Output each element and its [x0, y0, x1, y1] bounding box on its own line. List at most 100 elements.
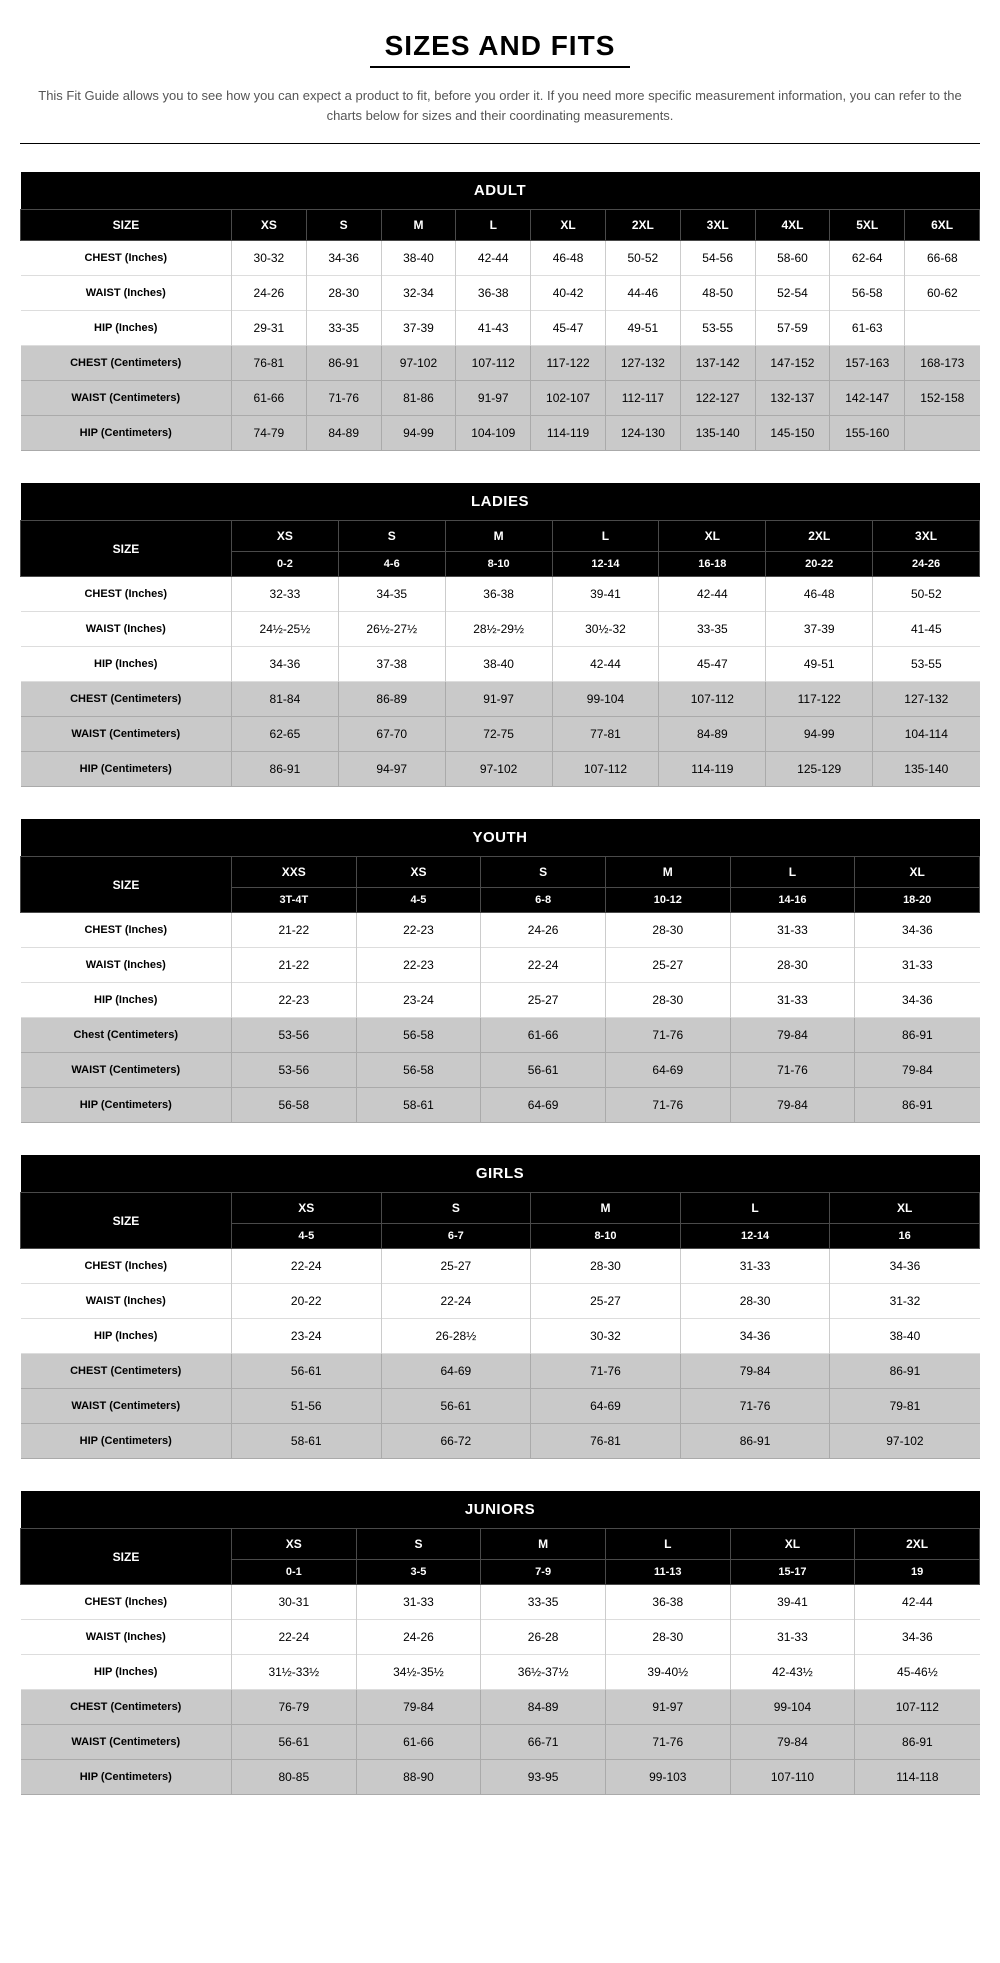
table-row: HIP (Inches)34-3637-3838-4042-4445-4749-…	[21, 647, 980, 682]
data-cell: 26-28½	[381, 1319, 531, 1354]
data-cell: 72-75	[445, 717, 552, 752]
data-cell: 34½-35½	[356, 1655, 481, 1690]
chart-title: JUNIORS	[21, 1491, 980, 1529]
data-cell: 41-43	[456, 311, 531, 346]
size-chart: LADIESSIZEXSSMLXL2XL3XL0-24-68-1012-1416…	[20, 483, 980, 787]
data-cell: 142-147	[830, 381, 905, 416]
data-cell: 20-22	[231, 1284, 381, 1319]
data-cell: 61-66	[481, 1018, 606, 1053]
row-label: HIP (Centimeters)	[21, 1760, 232, 1795]
data-cell: 32-33	[231, 577, 338, 612]
column-header: M	[445, 521, 552, 552]
data-cell: 52-54	[755, 276, 830, 311]
data-cell: 114-118	[855, 1760, 980, 1795]
row-label: HIP (Centimeters)	[21, 1424, 232, 1459]
data-cell: 114-119	[659, 752, 766, 787]
column-subheader: 4-5	[231, 1224, 381, 1249]
column-subheader: 8-10	[531, 1224, 681, 1249]
data-cell: 86-91	[306, 346, 381, 381]
data-cell: 125-129	[766, 752, 873, 787]
data-cell: 67-70	[338, 717, 445, 752]
column-header: 2XL	[605, 210, 680, 241]
data-cell: 25-27	[605, 948, 730, 983]
data-cell: 64-69	[381, 1354, 531, 1389]
data-cell: 81-84	[231, 682, 338, 717]
column-header: XL	[730, 1529, 855, 1560]
data-cell: 94-99	[381, 416, 456, 451]
data-cell: 48-50	[680, 276, 755, 311]
row-label: WAIST (Centimeters)	[21, 1053, 232, 1088]
column-header: 6XL	[905, 210, 980, 241]
data-cell: 86-91	[855, 1725, 980, 1760]
data-cell: 33-35	[481, 1585, 606, 1620]
data-cell: 42-44	[855, 1585, 980, 1620]
charts-region: ADULTSIZEXSSMLXL2XL3XL4XL5XL6XLCHEST (In…	[20, 172, 980, 1795]
data-cell: 104-109	[456, 416, 531, 451]
data-cell: 31-33	[730, 913, 855, 948]
data-cell: 45-47	[659, 647, 766, 682]
intro-text: This Fit Guide allows you to see how you…	[20, 86, 980, 144]
data-cell: 97-102	[830, 1424, 980, 1459]
column-subheader: 3T-4T	[231, 888, 356, 913]
data-cell: 23-24	[356, 983, 481, 1018]
data-cell: 77-81	[552, 717, 659, 752]
data-cell: 124-130	[605, 416, 680, 451]
column-header: S	[356, 1529, 481, 1560]
column-header: 2XL	[855, 1529, 980, 1560]
data-cell: 137-142	[680, 346, 755, 381]
data-cell: 31-33	[680, 1249, 830, 1284]
data-cell: 91-97	[445, 682, 552, 717]
row-label: CHEST (Inches)	[21, 577, 232, 612]
column-header: XS	[231, 1193, 381, 1224]
data-cell: 45-47	[531, 311, 606, 346]
row-label: WAIST (Centimeters)	[21, 717, 232, 752]
row-label: CHEST (Centimeters)	[21, 682, 232, 717]
size-guide-container: SIZES AND FITS This Fit Guide allows you…	[20, 30, 980, 1795]
data-cell: 38-40	[830, 1319, 980, 1354]
column-header: XL	[830, 1193, 980, 1224]
data-cell: 22-24	[231, 1249, 381, 1284]
row-label: HIP (Centimeters)	[21, 1088, 232, 1123]
data-cell: 145-150	[755, 416, 830, 451]
column-subheader: 0-2	[231, 552, 338, 577]
data-cell: 28-30	[605, 1620, 730, 1655]
data-cell: 86-89	[338, 682, 445, 717]
data-cell: 58-61	[231, 1424, 381, 1459]
table-row: CHEST (Inches)32-3334-3536-3839-4142-444…	[21, 577, 980, 612]
data-cell: 41-45	[873, 612, 980, 647]
data-cell: 97-102	[445, 752, 552, 787]
data-cell: 117-122	[766, 682, 873, 717]
data-cell: 34-36	[855, 1620, 980, 1655]
data-cell: 30-31	[231, 1585, 356, 1620]
column-header: XS	[231, 210, 306, 241]
data-cell: 56-58	[356, 1018, 481, 1053]
size-chart: JUNIORSSIZEXSSMLXL2XL0-13-57-911-1315-17…	[20, 1491, 980, 1795]
table-row: CHEST (Inches)22-2425-2728-3031-3334-36	[21, 1249, 980, 1284]
data-cell: 22-24	[481, 948, 606, 983]
data-cell: 64-69	[531, 1389, 681, 1424]
data-cell: 49-51	[605, 311, 680, 346]
data-cell: 66-71	[481, 1725, 606, 1760]
data-cell: 71-76	[605, 1088, 730, 1123]
data-cell: 114-119	[531, 416, 606, 451]
data-cell: 58-60	[755, 241, 830, 276]
row-label: HIP (Inches)	[21, 311, 232, 346]
data-cell: 34-36	[306, 241, 381, 276]
data-cell: 42-44	[456, 241, 531, 276]
data-cell: 86-91	[680, 1424, 830, 1459]
table-row: WAIST (Inches)21-2222-2322-2425-2728-303…	[21, 948, 980, 983]
data-cell: 22-23	[356, 948, 481, 983]
data-cell: 22-24	[231, 1620, 356, 1655]
data-cell: 36-38	[445, 577, 552, 612]
data-cell: 30-32	[531, 1319, 681, 1354]
column-header: S	[338, 521, 445, 552]
table-row: HIP (Inches)22-2323-2425-2728-3031-3334-…	[21, 983, 980, 1018]
data-cell: 30½-32	[552, 612, 659, 647]
data-cell: 94-97	[338, 752, 445, 787]
data-cell: 38-40	[445, 647, 552, 682]
data-cell: 53-55	[873, 647, 980, 682]
table-row: HIP (Centimeters)80-8588-9093-9599-10310…	[21, 1760, 980, 1795]
data-cell: 79-84	[730, 1018, 855, 1053]
column-subheader: 12-14	[680, 1224, 830, 1249]
data-cell: 36-38	[605, 1585, 730, 1620]
